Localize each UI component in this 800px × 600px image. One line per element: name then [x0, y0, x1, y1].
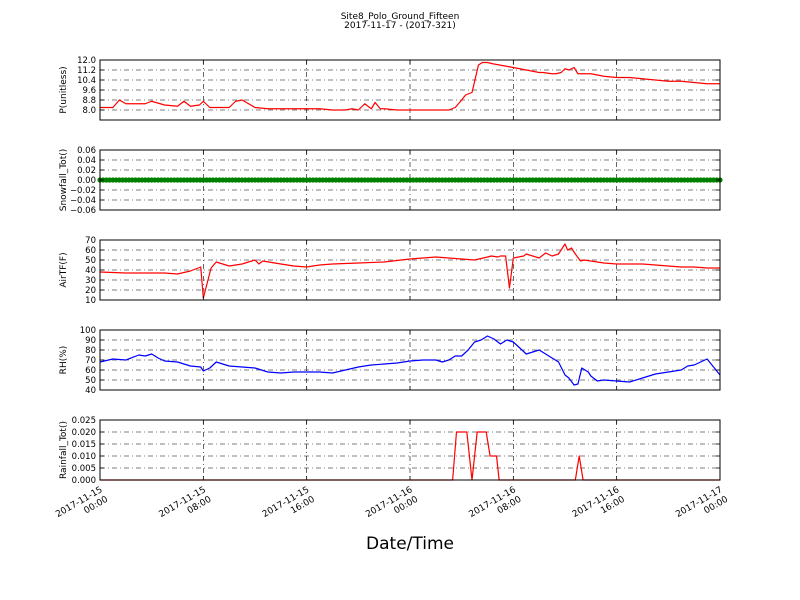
y-tick-label: 40 — [85, 266, 96, 276]
y-tick-label: 80 — [85, 346, 96, 356]
y-tick-label: 0.06 — [77, 146, 96, 156]
y-tick-label: 0.02 — [77, 166, 96, 176]
x-axis-label: Date/Time — [366, 534, 454, 554]
y-tick-label: 60 — [85, 366, 96, 376]
y-tick-label: 50 — [85, 256, 96, 266]
y-tick-label: 90 — [85, 336, 96, 346]
y-tick-label: 50 — [85, 376, 96, 386]
series-line-4 — [99, 335, 721, 386]
y-tick-label: 0.020 — [72, 428, 96, 438]
y-tick-label: 0.010 — [72, 452, 96, 462]
chart-title: Site8_Polo_Ground_Fifteen — [340, 12, 460, 22]
y-tick-label: −0.04 — [70, 196, 96, 206]
y-axis-label-1: P(unitless) — [59, 66, 69, 113]
series-line-1 — [100, 61, 720, 111]
y-tick-label: −0.06 — [70, 206, 96, 216]
y-axis-label-5: Rainfall_Tot() — [59, 421, 69, 479]
y-tick-label: 10.4 — [77, 76, 96, 86]
y-tick-label: 0.000 — [72, 476, 96, 486]
y-tick-label: 30 — [85, 276, 96, 286]
y-tick-label: 12.0 — [77, 56, 96, 66]
chart-subtitle: 2017-11-17 - (2017-321) — [344, 21, 456, 31]
y-tick-label: 8.0 — [82, 106, 96, 116]
series-line-3 — [99, 243, 720, 299]
y-tick-label: 20 — [85, 286, 96, 296]
y-tick-label: 100 — [80, 326, 96, 336]
series-line-5 — [100, 431, 720, 481]
y-tick-label: 0.00 — [77, 176, 96, 186]
y-tick-label: 10 — [85, 296, 96, 306]
y-tick-label: 0.015 — [72, 440, 96, 450]
y-tick-label: 9.6 — [82, 86, 96, 96]
y-axis-label-4: RH(%) — [59, 346, 69, 375]
y-tick-label: 0.04 — [77, 156, 96, 166]
y-tick-label: 70 — [85, 236, 96, 246]
y-tick-label: 60 — [85, 246, 96, 256]
y-axis-label-2: Snowfall_Tot() — [59, 149, 69, 212]
y-tick-label: 11.2 — [77, 66, 96, 76]
y-axis-label-3: AirTF(F) — [59, 252, 69, 287]
y-tick-label: 0.005 — [72, 464, 96, 474]
y-tick-label: 70 — [85, 356, 96, 366]
y-tick-label: −0.02 — [70, 186, 96, 196]
y-tick-label: 0.025 — [72, 416, 96, 426]
y-tick-label: 40 — [85, 386, 96, 396]
y-tick-label: 8.8 — [82, 96, 96, 106]
